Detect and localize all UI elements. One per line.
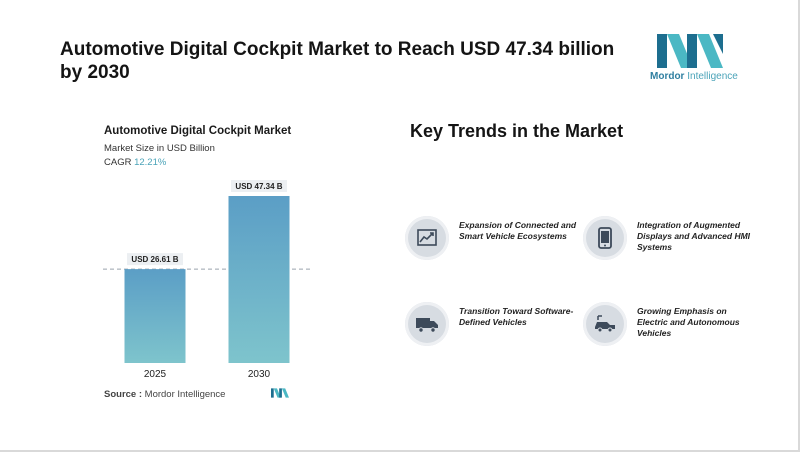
data-label: USD 47.34 B <box>235 182 282 191</box>
mordor-intelligence-logo: Mordor Intelligence <box>650 34 738 86</box>
trend-label: Growing Emphasis on Electric and Autonom… <box>637 306 740 338</box>
trend-item: Expansion of Connected and Smart Vehicle… <box>405 216 577 264</box>
cagr-value: 12.21% <box>134 157 167 168</box>
bar-2025 <box>124 269 186 363</box>
electric-car-icon <box>583 302 627 346</box>
data-label-box <box>231 180 287 192</box>
logo-text: Mordor Intelligence <box>650 71 738 82</box>
x-tick-label: 2025 <box>144 369 167 380</box>
data-label: USD 26.61 B <box>131 255 178 264</box>
chart-title: Automotive Digital Cockpit Market <box>104 125 292 137</box>
mordor-logo-icon <box>657 34 723 68</box>
x-tick-label: 2030 <box>248 369 271 380</box>
trend-label: Transition Toward Software-Defined Vehic… <box>459 306 574 327</box>
trends-title: Key Trends in the Market <box>410 121 624 141</box>
source-logo-icon <box>271 388 289 398</box>
page-title: Automotive Digital Cockpit Market to Rea… <box>60 39 615 83</box>
trend-label: Expansion of Connected and Smart Vehicle… <box>459 220 577 241</box>
truck-icon <box>405 302 449 346</box>
data-label-box <box>127 253 183 266</box>
line-chart-icon <box>405 216 449 260</box>
chart-cagr: CAGR 12.21% <box>104 157 167 168</box>
trend-item: Integration of Augmented Displays and Ad… <box>583 216 753 264</box>
trend-item: Transition Toward Software-Defined Vehic… <box>405 302 575 350</box>
chart-source: Source : Mordor Intelligence <box>104 389 226 400</box>
smartphone-icon <box>583 216 627 260</box>
chart-subtitle: Market Size in USD Billion <box>104 143 215 154</box>
trend-item: Growing Emphasis on Electric and Autonom… <box>583 302 753 350</box>
bar-2030 <box>228 196 290 363</box>
trend-label: Integration of Augmented Displays and Ad… <box>637 220 751 252</box>
